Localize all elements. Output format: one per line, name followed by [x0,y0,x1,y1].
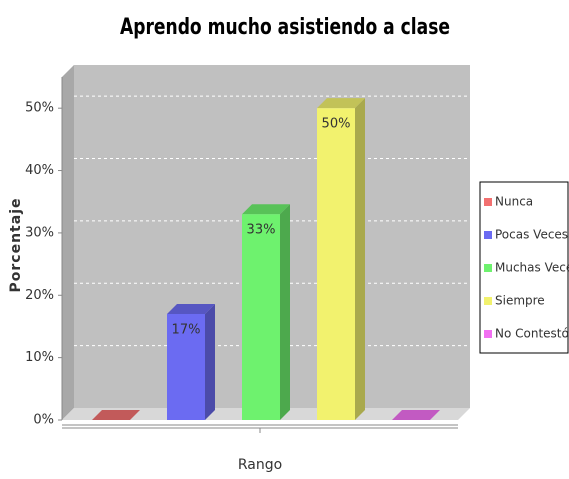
legend-label: Muchas Veces [495,261,569,275]
bar-top [92,410,140,420]
bar [317,108,355,420]
y-tick-label: 20% [25,288,54,303]
bar [242,214,280,420]
y-axis-label: Porcentaje [8,198,24,293]
legend-label: Siempre [495,294,545,308]
legend-swatch [484,330,492,338]
y-tick-label: 40% [25,163,54,178]
x-tick-label: Rango [238,457,282,473]
legend-label: No Contestó [495,327,569,341]
bar [167,313,205,420]
legend-swatch [484,231,492,239]
data-label: 33% [247,223,276,238]
legend [479,181,569,354]
y-tick-label: 10% [25,350,54,365]
data-label: 17% [172,322,201,337]
bar-top [167,303,215,314]
legend-swatch [484,198,492,206]
bar-top [317,98,365,109]
legend-swatch [484,297,492,305]
bar-top [242,204,290,215]
bar-top [392,410,440,420]
data-label: 50% [322,117,351,132]
bar-side [355,98,365,420]
legend-label: Nunca [495,195,533,209]
y-tick-label: 0% [33,413,54,428]
y-tick-label: 50% [25,101,54,116]
bar-side [205,303,215,420]
left-wall [62,65,74,420]
y-tick-label: 30% [25,225,54,240]
legend-swatch [484,264,492,272]
chart-title: Aprendo mucho asistiendo a clase [120,15,450,40]
legend-label: Pocas Veces [495,228,568,242]
bar-side [280,204,290,420]
